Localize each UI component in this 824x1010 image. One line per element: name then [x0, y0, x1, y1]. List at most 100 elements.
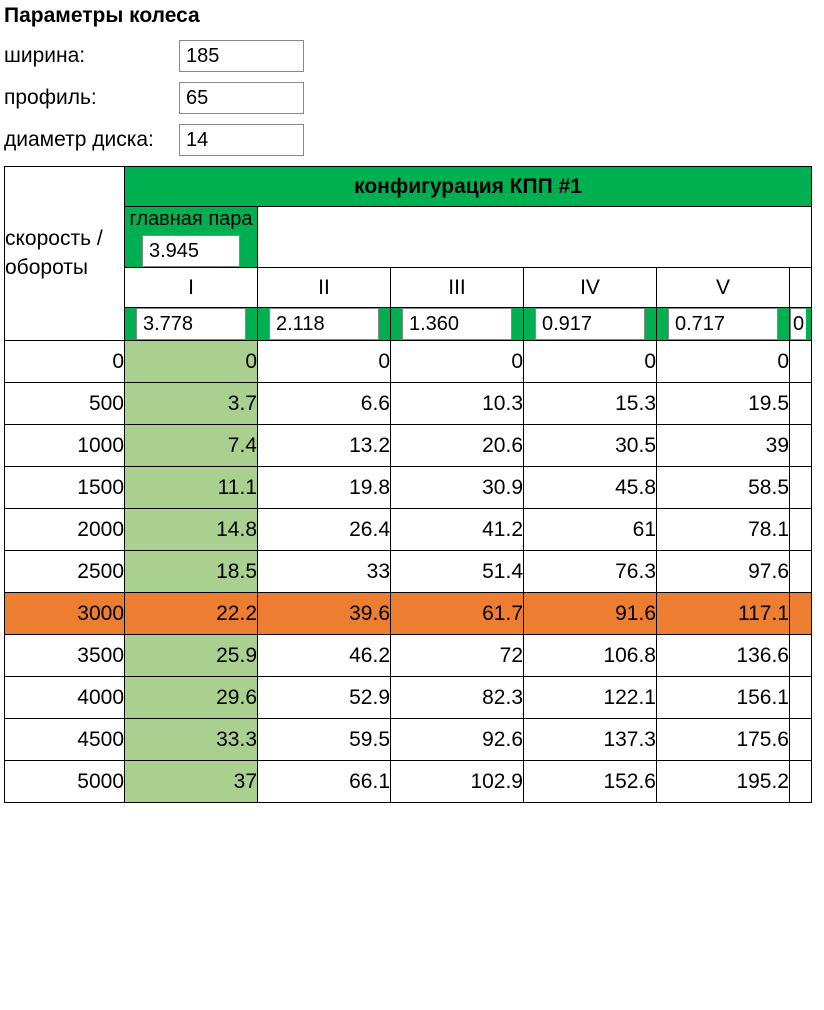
speed-cell: 39.6 [258, 593, 391, 635]
gear-ratio-input-5[interactable] [668, 308, 778, 340]
speed-cell: 78.1 [657, 509, 790, 551]
speed-cell: 91.6 [524, 593, 657, 635]
speed-cell: 106.8 [524, 635, 657, 677]
gear-roman-3: III [391, 268, 524, 308]
speed-cell: 0 [524, 341, 657, 383]
width-input[interactable] [179, 40, 304, 72]
speed-cell-edge [790, 677, 812, 719]
speed-cell: 19.8 [258, 467, 391, 509]
speed-cell: 30.9 [391, 467, 524, 509]
wheel-params: ширина: профиль: диаметр диска: [4, 40, 824, 156]
speed-cell: 19.5 [657, 383, 790, 425]
speed-cell: 59.5 [258, 719, 391, 761]
table-row: 10007.413.220.630.539 [5, 425, 812, 467]
speed-cell: 14.8 [125, 509, 258, 551]
speed-cell: 52.9 [258, 677, 391, 719]
speed-cell: 51.4 [391, 551, 524, 593]
speed-cell-edge [790, 425, 812, 467]
speed-cell: 156.1 [657, 677, 790, 719]
speed-cell: 39 [657, 425, 790, 467]
rpm-cell: 1500 [5, 467, 125, 509]
speed-cell: 3.7 [125, 383, 258, 425]
rpm-cell: 3000 [5, 593, 125, 635]
speed-cell: 61 [524, 509, 657, 551]
gear-ratio-input-edge[interactable] [790, 308, 806, 340]
speed-cell: 26.4 [258, 509, 391, 551]
gear-roman-2: II [258, 268, 391, 308]
speed-cell: 72 [391, 635, 524, 677]
rpm-cell: 1000 [5, 425, 125, 467]
rpm-cell: 0 [5, 341, 125, 383]
speed-cell: 117.1 [657, 593, 790, 635]
table-row: 400029.652.982.3122.1156.1 [5, 677, 812, 719]
speed-cell: 37 [125, 761, 258, 803]
speed-cell: 22.2 [125, 593, 258, 635]
profile-label: профиль: [4, 86, 179, 110]
speed-cell-edge [790, 719, 812, 761]
table-row: 350025.946.272106.8136.6 [5, 635, 812, 677]
speed-cell: 152.6 [524, 761, 657, 803]
main-pair-input[interactable] [142, 235, 240, 267]
speed-cell: 102.9 [391, 761, 524, 803]
rpm-cell: 2500 [5, 551, 125, 593]
rpm-cell: 2000 [5, 509, 125, 551]
speed-cell-edge [790, 761, 812, 803]
main-pair-cell: главная пара [125, 207, 258, 268]
speed-cell: 195.2 [657, 761, 790, 803]
rpm-cell: 3500 [5, 635, 125, 677]
speed-cell: 46.2 [258, 635, 391, 677]
table-row: 300022.239.661.791.6117.1 [5, 593, 812, 635]
speed-cell: 45.8 [524, 467, 657, 509]
config-title: конфигурация КПП #1 [125, 167, 812, 207]
disk-diameter-label: диаметр диска: [4, 128, 179, 152]
gear-roman-4: IV [524, 268, 657, 308]
speed-cell: 18.5 [125, 551, 258, 593]
speed-cell: 6.6 [258, 383, 391, 425]
gear-ratio-input-4[interactable] [535, 308, 645, 340]
speed-cell-edge [790, 551, 812, 593]
speed-cell: 11.1 [125, 467, 258, 509]
table-row: 200014.826.441.26178.1 [5, 509, 812, 551]
speed-cell: 97.6 [657, 551, 790, 593]
gear-ratio-input-3[interactable] [402, 308, 512, 340]
profile-input[interactable] [179, 82, 304, 114]
gear-roman-1: I [125, 268, 258, 308]
speed-cell: 58.5 [657, 467, 790, 509]
speed-cell: 92.6 [391, 719, 524, 761]
speed-cell: 136.6 [657, 635, 790, 677]
empty-header-span [258, 207, 812, 268]
speed-cell: 29.6 [125, 677, 258, 719]
speed-cell: 33.3 [125, 719, 258, 761]
speed-cell: 61.7 [391, 593, 524, 635]
rpm-cell: 5000 [5, 761, 125, 803]
speed-cell: 30.5 [524, 425, 657, 467]
gear-ratio-input-2[interactable] [269, 308, 379, 340]
table-row: 5003.76.610.315.319.5 [5, 383, 812, 425]
rpm-cell: 4000 [5, 677, 125, 719]
table-row: 150011.119.830.945.858.5 [5, 467, 812, 509]
speed-cell-edge [790, 383, 812, 425]
wheel-params-title: Параметры колеса [4, 4, 824, 28]
speed-cell: 82.3 [391, 677, 524, 719]
speed-cell: 41.2 [391, 509, 524, 551]
speed-cell: 25.9 [125, 635, 258, 677]
speed-cell: 13.2 [258, 425, 391, 467]
speed-cell-edge [790, 341, 812, 383]
speed-table: скорость / обороты конфигурация КПП #1 г… [4, 166, 812, 803]
rpm-cell: 4500 [5, 719, 125, 761]
speed-cell: 33 [258, 551, 391, 593]
gear-roman-5: V [657, 268, 790, 308]
speed-cell: 0 [391, 341, 524, 383]
speed-cell: 0 [258, 341, 391, 383]
speed-cell: 76.3 [524, 551, 657, 593]
gear-ratio-input-1[interactable] [136, 308, 246, 340]
speed-cell: 7.4 [125, 425, 258, 467]
disk-diameter-input[interactable] [179, 124, 304, 156]
table-row: 450033.359.592.6137.3175.6 [5, 719, 812, 761]
speed-cell: 137.3 [524, 719, 657, 761]
table-row: 50003766.1102.9152.6195.2 [5, 761, 812, 803]
speed-cell: 20.6 [391, 425, 524, 467]
table-row: 250018.53351.476.397.6 [5, 551, 812, 593]
gear-roman-edge [790, 268, 812, 308]
speed-cell: 0 [657, 341, 790, 383]
